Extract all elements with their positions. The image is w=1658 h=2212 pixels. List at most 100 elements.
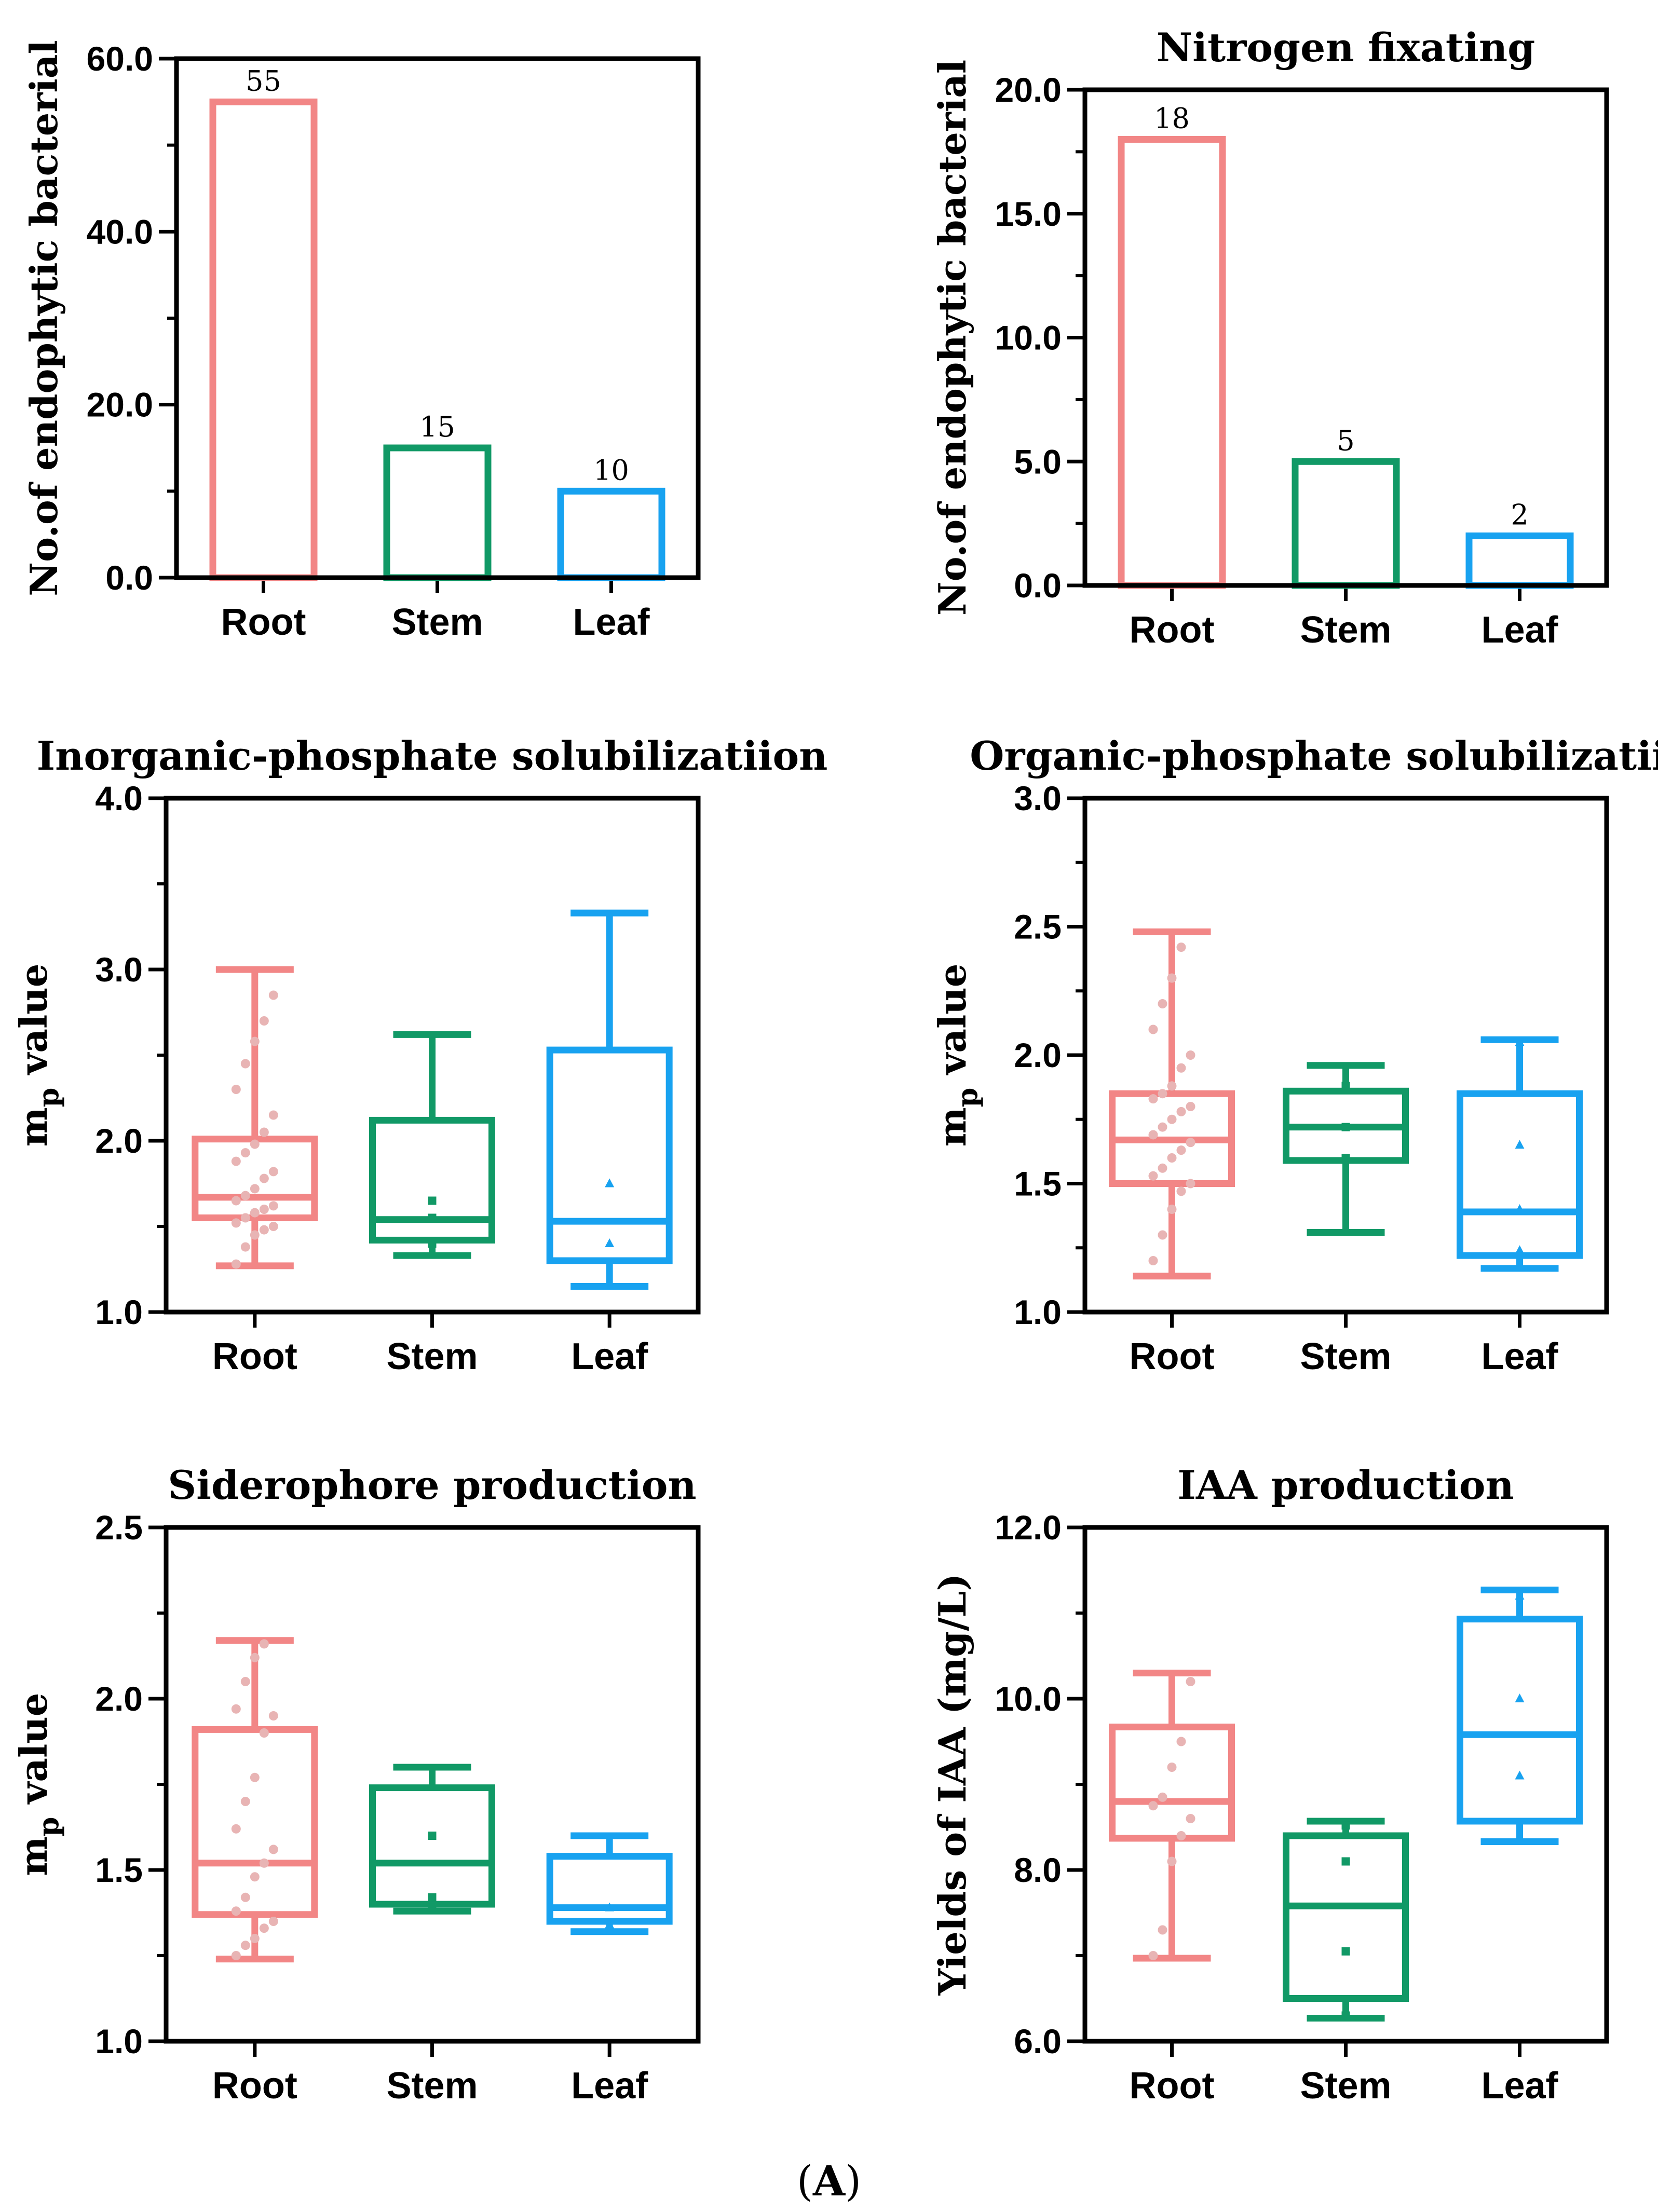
panel-5-point-root-2 <box>250 1934 260 1943</box>
panel-4-point-leaf-2 <box>1515 1140 1525 1149</box>
caption-close-paren: ) <box>845 2157 861 2205</box>
panel-6-y-tick-label-3: 12.0 <box>995 1508 1062 1547</box>
panel-3-point-root-20 <box>231 1085 241 1094</box>
panel-3-point-root-12 <box>250 1184 260 1194</box>
panel-5-box-stem <box>369 1784 495 1908</box>
panel-4-point-root-20 <box>1148 1025 1158 1034</box>
panel-3-point-stem-1 <box>428 1213 437 1222</box>
panel-3-point-stem-0 <box>428 1239 437 1248</box>
panel-5-box-root <box>192 1726 318 1918</box>
panel-5-point-root-15 <box>231 1704 241 1714</box>
panel-1-bar-leaf <box>557 487 665 581</box>
panel-4-point-root-19 <box>1186 1050 1195 1060</box>
panel-4-x-tick-label-stem: Stem <box>1300 1336 1391 1377</box>
panel-5-box-leaf <box>546 1853 673 1925</box>
panel-6-frame <box>1082 1525 1609 2044</box>
panel-5-x-tick-label-root: Root <box>212 2065 297 2107</box>
panel-1-y-axis-label: No.of endophytic bacterial <box>22 40 66 596</box>
panel-4-point-root-1 <box>1158 1230 1167 1240</box>
panel-4-y-axis-label-rest: value <box>930 963 974 1087</box>
panel-5-point-root-3 <box>259 1923 269 1933</box>
panel-5-y-tick-label-2: 2.0 <box>95 1680 143 1718</box>
panel-5-point-root-1 <box>240 1941 250 1950</box>
panel-1-bar-root <box>209 98 318 581</box>
panel-5-point-root-8 <box>259 1858 269 1868</box>
panel-3-point-root-19 <box>268 1110 278 1120</box>
panel-3-point-root-23 <box>259 1016 269 1026</box>
panel-3-point-root-18 <box>259 1127 269 1137</box>
panel-1-frame <box>174 56 701 580</box>
panel-4-point-leaf-1 <box>1515 1204 1525 1213</box>
panel-2-y-tick-label-3: 15.0 <box>995 195 1062 233</box>
panel-5-point-root-11 <box>240 1797 250 1806</box>
panel-4-point-root-10 <box>1148 1130 1158 1140</box>
panel-1-bar-stem <box>383 444 492 581</box>
panel-4-point-root-6 <box>1158 1163 1167 1173</box>
panel-6-point-root-7 <box>1167 1763 1177 1772</box>
panel-6-x-tick-label-leaf: Leaf <box>1481 2065 1558 2107</box>
panel-6-point-root-5 <box>1148 1801 1158 1811</box>
panel-6-point-root-9 <box>1186 1677 1195 1686</box>
panel-6-point-leaf-3 <box>1515 1591 1525 1600</box>
panel-1-data-label-root: 55 <box>246 64 281 97</box>
panel-4-y-axis-label-sub: p <box>950 1088 984 1108</box>
panel-2-frame <box>1082 87 1609 588</box>
panel-4-y-tick-label-0: 1.0 <box>1014 1293 1062 1331</box>
panel-4-x-tick-label-root: Root <box>1130 1336 1215 1377</box>
panel-3-y-axis-label-sub: p <box>32 1088 65 1108</box>
panel-2-bar-root <box>1118 136 1226 589</box>
panel-5-point-leaf-0 <box>605 1919 615 1929</box>
panel-2-y-tick-label-1: 5.0 <box>1014 442 1062 481</box>
panel-6-point-leaf-0 <box>1515 1835 1525 1844</box>
panel-4-y-axis-label: mp value <box>930 963 984 1146</box>
panel-4-point-stem-1 <box>1341 1123 1350 1131</box>
panel-6-y-tick-label-1: 8.0 <box>1014 1851 1062 1889</box>
panel-6-point-stem-1 <box>1341 1947 1350 1956</box>
panel-4-point-root-22 <box>1167 973 1177 983</box>
panel-2-bar-leaf <box>1465 532 1574 589</box>
panel-3-point-root-16 <box>240 1148 250 1158</box>
panel-6-y-tick-label-0: 6.0 <box>1014 2022 1062 2060</box>
panel-4-title: Organic-phosphate solubilizatiion <box>970 733 1658 779</box>
panel-4-point-root-21 <box>1158 999 1167 1008</box>
panel-4-y-tick-label-4: 3.0 <box>1014 779 1062 817</box>
panel-1-data-label-leaf: 10 <box>593 454 629 486</box>
panel-5-y-axis-label-rest: value <box>11 1692 56 1817</box>
panel-5-point-root-5 <box>231 1906 241 1916</box>
panel-5-point-root-10 <box>231 1824 241 1834</box>
panel-4-point-root-3 <box>1176 1186 1186 1196</box>
panel-4-y-axis-label-main: m <box>930 1107 974 1146</box>
panel-2-y-tick-label-4: 20.0 <box>995 71 1062 109</box>
panel-4-y-tick-label-2: 2.0 <box>1014 1036 1062 1074</box>
panel-4-point-root-4 <box>1186 1179 1195 1189</box>
panel-5-y-tick-label-3: 2.5 <box>95 1508 143 1547</box>
panel-4-point-root-11 <box>1158 1122 1167 1132</box>
panel-3-point-root-22 <box>250 1036 260 1046</box>
panel-5-point-root-14 <box>268 1711 278 1721</box>
panel-6-point-root-1 <box>1158 1925 1167 1935</box>
panel-3-y-axis-label: mp value <box>11 963 65 1146</box>
panel-5-title: Siderophore production <box>168 1462 696 1508</box>
panel-2-y-tick-label-0: 0.0 <box>1014 566 1062 605</box>
panel-1-y-tick-label-3: 60.0 <box>87 39 153 78</box>
panel-6-point-root-8 <box>1176 1737 1186 1746</box>
panel-4-point-root-13 <box>1176 1107 1186 1116</box>
panel-4-point-root-18 <box>1176 1063 1186 1073</box>
panel-4-point-root-14 <box>1186 1102 1195 1111</box>
panel-3-point-root-14 <box>268 1167 278 1177</box>
panel-3-point-root-24 <box>268 990 278 1000</box>
panel-4-frame <box>1082 796 1609 1315</box>
panel-3-point-root-13 <box>259 1173 269 1183</box>
caption-open-paren: ( <box>797 2157 813 2205</box>
panel-5-y-tick-label-1: 1.5 <box>95 1851 143 1889</box>
panel-5-point-stem-1 <box>428 1893 437 1902</box>
panel-3-y-axis-label-main: m <box>11 1107 56 1146</box>
panel-2-data-label-root: 18 <box>1154 102 1190 135</box>
panel-3-point-leaf-1 <box>605 1178 615 1187</box>
panel-3-point-root-1 <box>240 1242 250 1252</box>
panel-1-data-label-stem: 15 <box>419 411 455 443</box>
panel-1-x-tick-label-leaf: Leaf <box>573 602 650 643</box>
panel-1-y-tick-label-2: 40.0 <box>87 212 153 251</box>
panel-3-y-tick-label-0: 1.0 <box>95 1293 143 1331</box>
